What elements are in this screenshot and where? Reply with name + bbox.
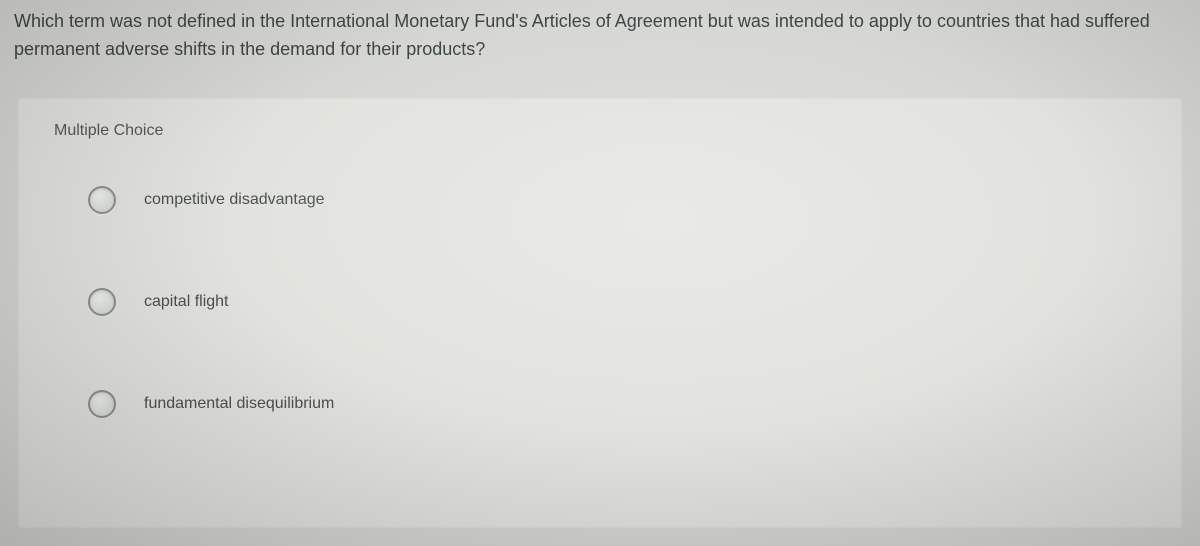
radio-icon[interactable] bbox=[88, 390, 116, 418]
options-list: competitive disadvantage capital flight … bbox=[54, 186, 1146, 418]
multiple-choice-label: Multiple Choice bbox=[54, 122, 1146, 140]
radio-icon[interactable] bbox=[88, 288, 116, 316]
answer-panel: Multiple Choice competitive disadvantage… bbox=[18, 98, 1182, 528]
option-fundamental-disequilibrium[interactable]: fundamental disequilibrium bbox=[88, 390, 1146, 418]
option-capital-flight[interactable]: capital flight bbox=[88, 288, 1146, 316]
question-text: Which term was not defined in the Intern… bbox=[14, 8, 1186, 64]
question-block: Which term was not defined in the Intern… bbox=[0, 0, 1200, 64]
option-label: competitive disadvantage bbox=[144, 191, 325, 209]
radio-icon[interactable] bbox=[88, 186, 116, 214]
option-competitive-disadvantage[interactable]: competitive disadvantage bbox=[88, 186, 1146, 214]
option-label: fundamental disequilibrium bbox=[144, 395, 334, 413]
option-label: capital flight bbox=[144, 293, 229, 311]
